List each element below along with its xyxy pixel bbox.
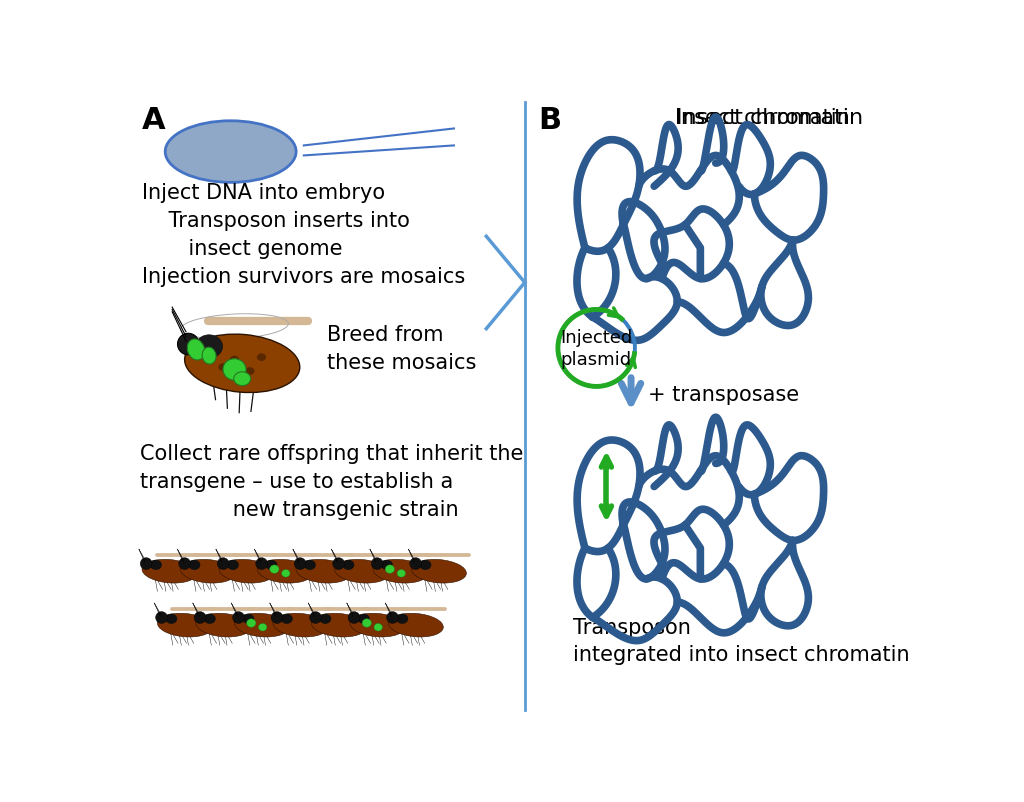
Ellipse shape — [282, 569, 290, 577]
Ellipse shape — [311, 614, 367, 637]
Ellipse shape — [281, 614, 293, 624]
Ellipse shape — [256, 558, 267, 569]
Text: B: B — [539, 106, 562, 136]
Ellipse shape — [373, 560, 428, 583]
Ellipse shape — [388, 614, 443, 637]
Ellipse shape — [410, 558, 422, 569]
Text: Insect chromatin: Insect chromatin — [676, 107, 863, 128]
Ellipse shape — [188, 560, 201, 570]
Ellipse shape — [269, 565, 279, 573]
Text: Insect chromatin: Insect chromatin — [675, 107, 849, 128]
Ellipse shape — [196, 614, 251, 637]
Ellipse shape — [142, 560, 197, 583]
Ellipse shape — [296, 560, 351, 583]
Ellipse shape — [230, 356, 240, 364]
Text: Transposon
integrated into insect chromatin: Transposon integrated into insect chroma… — [573, 618, 910, 664]
Ellipse shape — [257, 560, 312, 583]
Ellipse shape — [177, 334, 199, 355]
Ellipse shape — [218, 364, 227, 371]
Ellipse shape — [372, 558, 383, 569]
Ellipse shape — [362, 619, 372, 627]
Ellipse shape — [258, 624, 267, 631]
Ellipse shape — [196, 335, 222, 358]
Ellipse shape — [150, 560, 162, 570]
Ellipse shape — [227, 560, 239, 570]
Ellipse shape — [233, 372, 251, 387]
Ellipse shape — [271, 612, 283, 624]
Ellipse shape — [232, 612, 245, 624]
Ellipse shape — [396, 614, 409, 624]
Text: Collect rare offspring that inherit the
transgene – use to establish a
         : Collect rare offspring that inherit the … — [140, 443, 523, 519]
Ellipse shape — [385, 565, 394, 573]
Ellipse shape — [348, 612, 360, 624]
Ellipse shape — [158, 614, 212, 637]
Ellipse shape — [165, 122, 296, 183]
Ellipse shape — [304, 560, 315, 570]
Ellipse shape — [333, 558, 345, 569]
Ellipse shape — [294, 558, 306, 569]
Ellipse shape — [319, 614, 331, 624]
Text: + transposase: + transposase — [648, 385, 799, 405]
Ellipse shape — [342, 560, 354, 570]
Text: Inject DNA into embryo
    Transposon inserts into
       insect genome
Injectio: Inject DNA into embryo Transposon insert… — [142, 183, 465, 287]
Ellipse shape — [165, 614, 177, 624]
Ellipse shape — [187, 339, 205, 361]
Ellipse shape — [246, 367, 255, 375]
Ellipse shape — [243, 614, 254, 624]
Ellipse shape — [204, 614, 216, 624]
Ellipse shape — [156, 612, 168, 624]
Ellipse shape — [387, 612, 398, 624]
Ellipse shape — [350, 614, 404, 637]
Ellipse shape — [335, 560, 389, 583]
Text: Breed from
these mosaics: Breed from these mosaics — [327, 325, 476, 372]
Ellipse shape — [374, 624, 382, 631]
Ellipse shape — [420, 560, 431, 570]
Ellipse shape — [180, 560, 236, 583]
Text: A: A — [142, 106, 166, 136]
Ellipse shape — [357, 614, 370, 624]
Text: Injected
plasmid: Injected plasmid — [560, 328, 633, 369]
Ellipse shape — [202, 348, 216, 365]
Ellipse shape — [257, 354, 266, 362]
Ellipse shape — [265, 560, 278, 570]
Ellipse shape — [397, 569, 406, 577]
Ellipse shape — [309, 612, 322, 624]
Ellipse shape — [247, 619, 256, 627]
Ellipse shape — [140, 558, 153, 569]
Ellipse shape — [184, 334, 300, 393]
Ellipse shape — [179, 558, 190, 569]
Ellipse shape — [381, 560, 393, 570]
Ellipse shape — [234, 614, 290, 637]
Ellipse shape — [195, 612, 206, 624]
Ellipse shape — [412, 560, 466, 583]
Ellipse shape — [219, 560, 273, 583]
Ellipse shape — [217, 558, 229, 569]
Ellipse shape — [223, 359, 246, 381]
Ellipse shape — [273, 614, 328, 637]
